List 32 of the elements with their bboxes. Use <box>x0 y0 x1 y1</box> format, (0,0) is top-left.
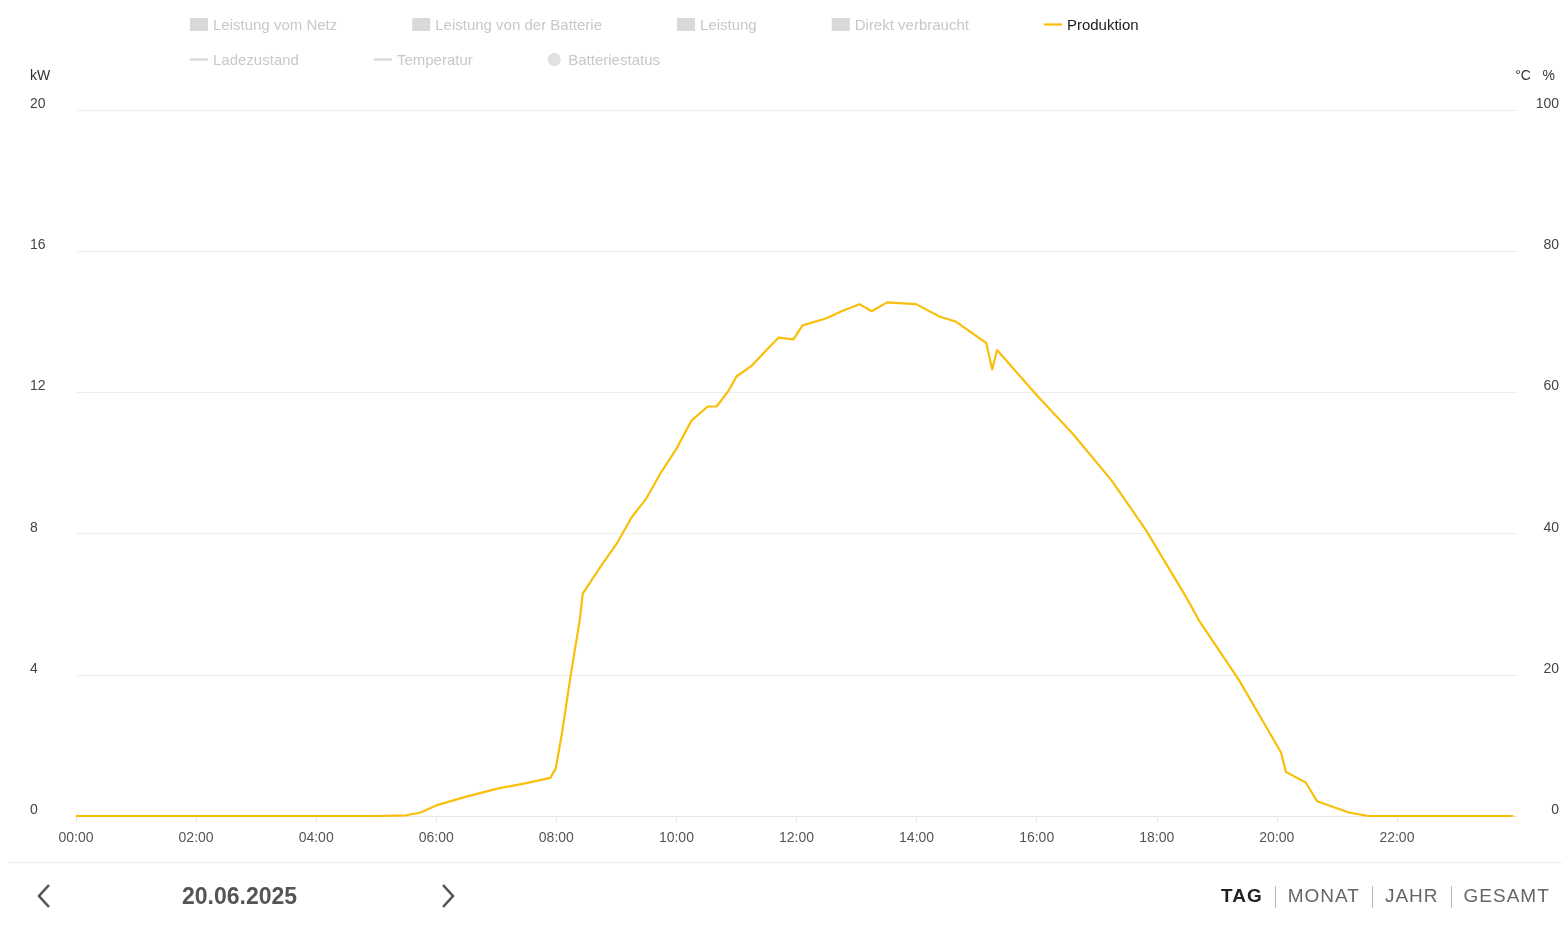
y-tick-label: 8 <box>30 518 38 535</box>
x-tick-label: 10:00 <box>658 829 695 845</box>
text: JAHR <box>1383 885 1440 906</box>
x-tick-label: 16:00 <box>1019 829 1055 845</box>
text: GESAMT <box>1462 885 1551 906</box>
x-tick-label: 12:00 <box>778 829 815 845</box>
y-tick-label: 0 <box>30 801 38 817</box>
x-tick-label: 18:00 <box>1139 829 1175 845</box>
x-tick-label: 04:00 <box>298 829 334 845</box>
y2-tick-label: 100 <box>1535 95 1560 111</box>
x-tick-label: 20:00 <box>1259 829 1295 845</box>
y-tick-label: 4 <box>30 659 38 676</box>
x-tick-label: 14:00 <box>899 829 935 845</box>
y2-tick-label: 40 <box>1543 518 1560 535</box>
x-tick-label: 22:00 <box>1379 829 1415 845</box>
y2-axis-title: °C % <box>1515 67 1555 83</box>
text: MONAT <box>1286 885 1361 906</box>
x-tick-label: 06:00 <box>418 829 454 845</box>
y2-tick-label: 20 <box>1543 659 1560 676</box>
x-tick-label: 08:00 <box>538 829 575 845</box>
y-tick-label: 20 <box>30 95 46 111</box>
y2-tick-label: 60 <box>1543 377 1560 394</box>
text: TAG <box>1221 885 1264 906</box>
y-axis-title: kW <box>30 67 51 83</box>
y-tick-label: 16 <box>30 236 46 253</box>
y2-tick-label: 0 <box>1551 801 1560 817</box>
y2-tick-label: 80 <box>1543 236 1560 253</box>
x-tick-label: 00:00 <box>58 829 94 845</box>
y-tick-label: 12 <box>30 377 46 394</box>
x-tick-label: 02:00 <box>178 829 214 845</box>
legend-label: Produktion <box>1066 16 1139 33</box>
text: 20.06.2025 <box>182 883 298 910</box>
